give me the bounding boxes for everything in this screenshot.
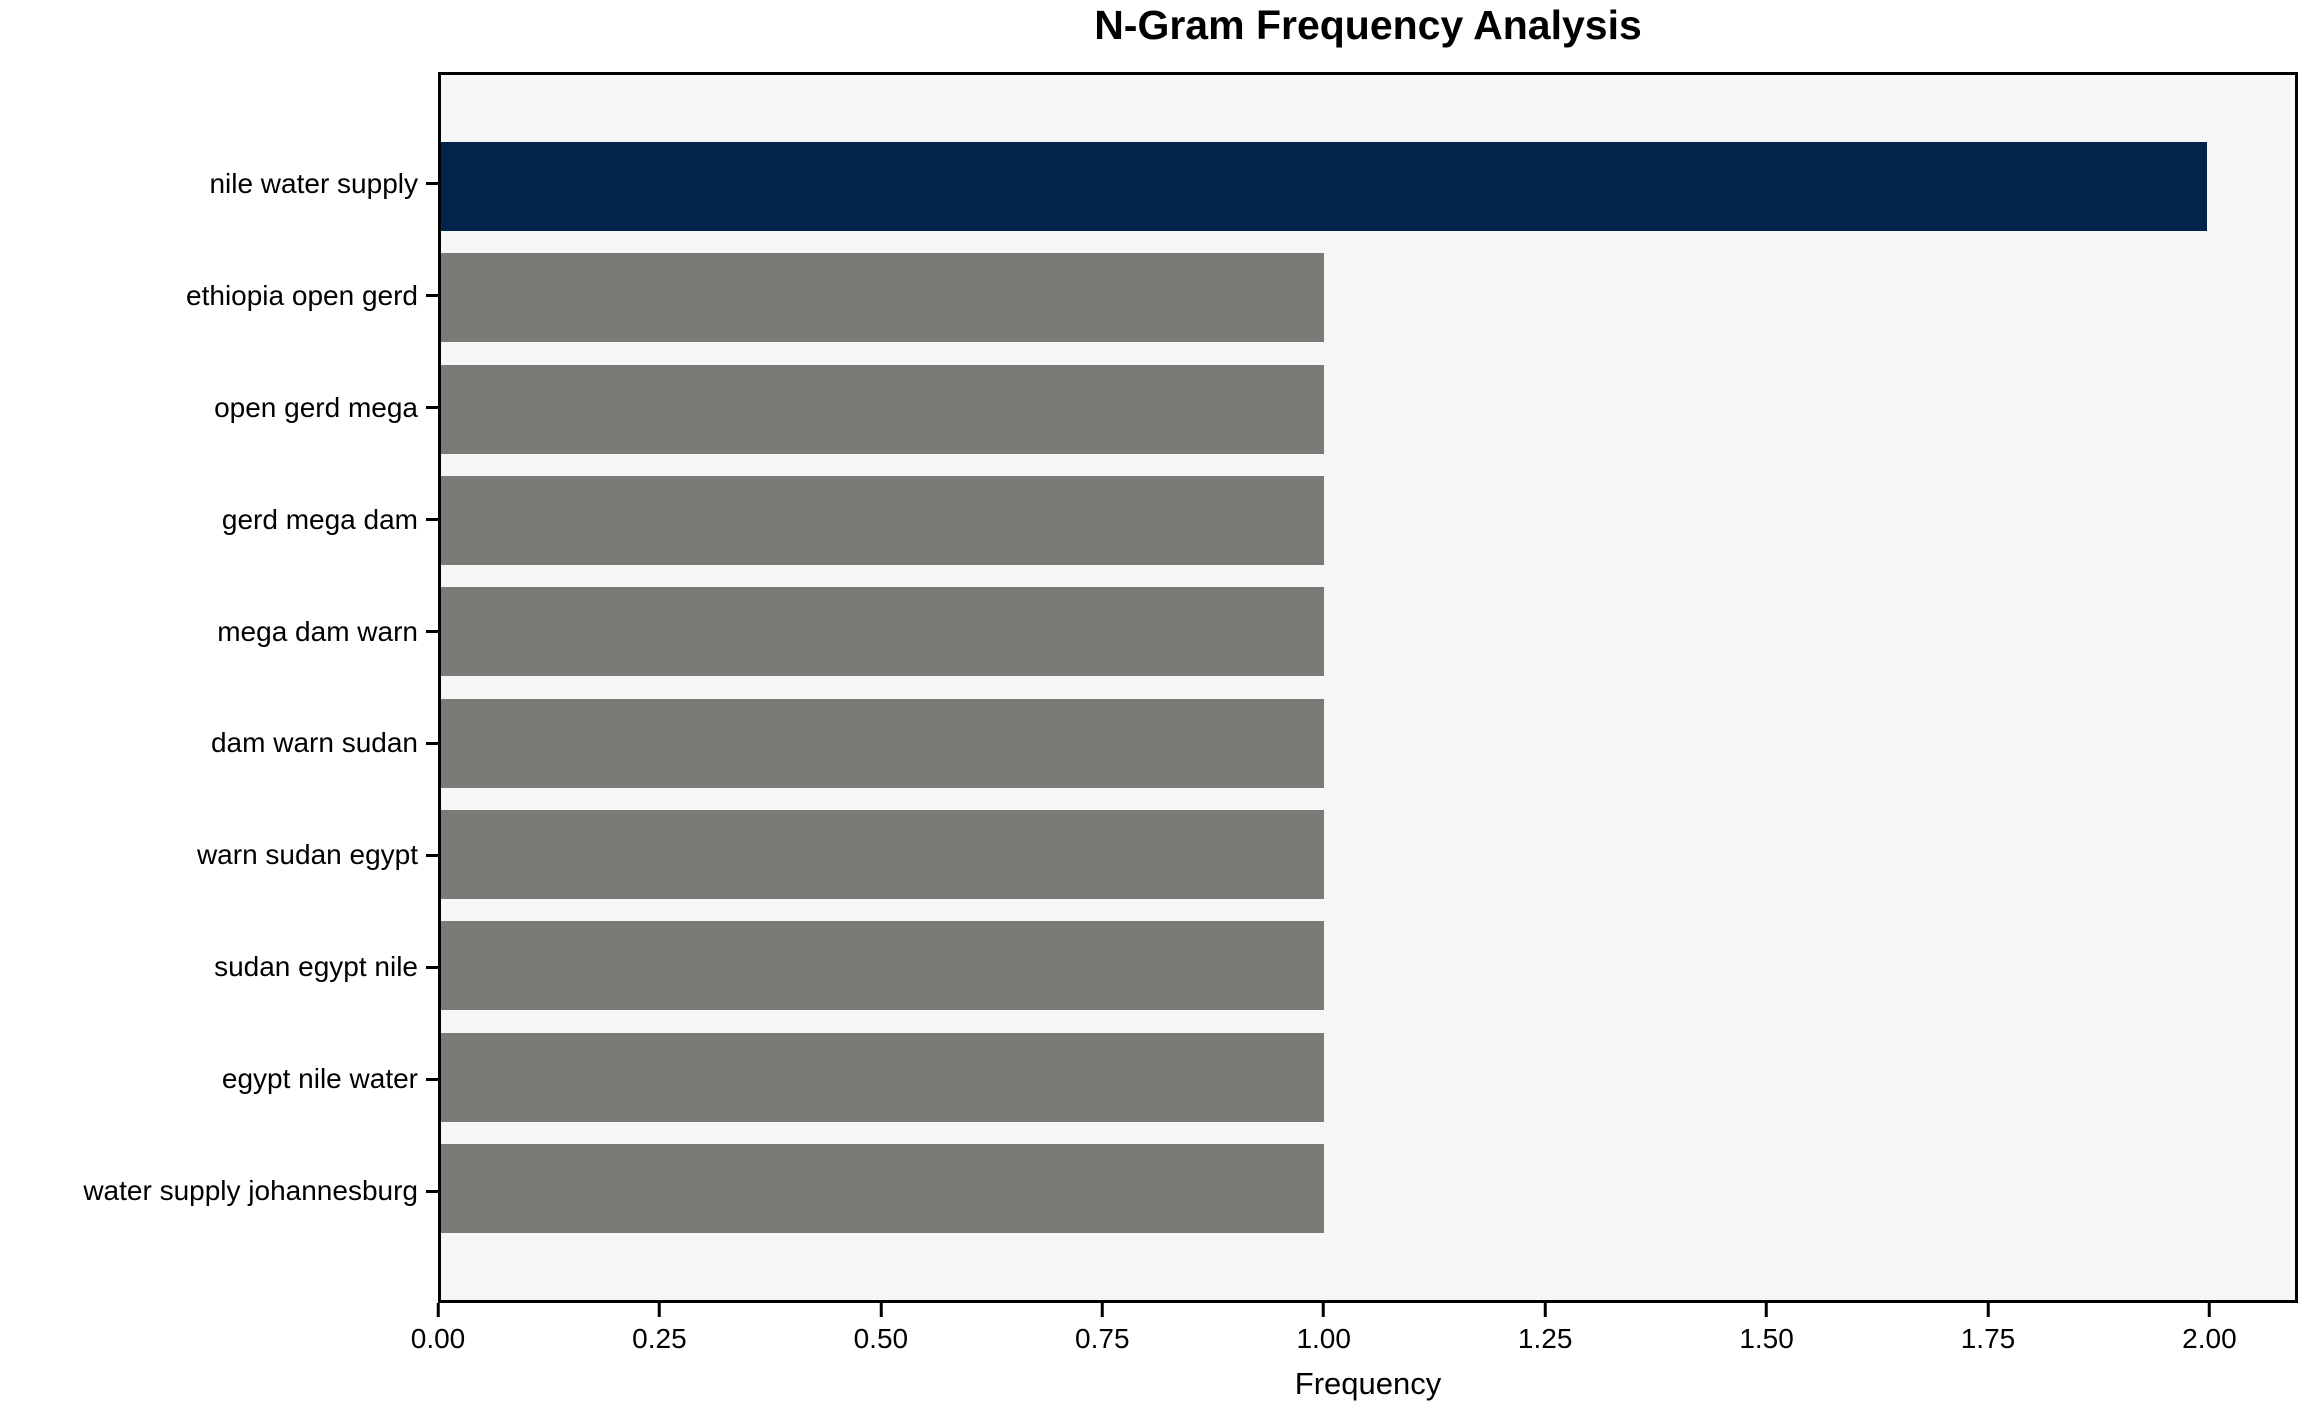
y-tick-label: open gerd mega [214, 391, 418, 423]
plot-area [438, 72, 2298, 1303]
y-tick-mark [426, 518, 438, 522]
y-tick-mark [426, 294, 438, 298]
y-tick: water supply johannesburg [0, 1135, 438, 1247]
x-axis-label: Frequency [1294, 1366, 1442, 1401]
y-tick-label: egypt nile water [221, 1063, 418, 1095]
x-tick-label: 2.00 [2182, 1323, 2237, 1354]
x-tick: 0.00 [410, 1303, 466, 1355]
bar [441, 921, 1324, 1011]
y-tick: warn sudan egypt [0, 799, 438, 911]
x-tick-mark [2207, 1303, 2211, 1317]
y-tick: ethiopia open gerd [0, 240, 438, 352]
x-tick-label: 0.50 [853, 1323, 909, 1354]
bar [441, 476, 1324, 566]
x-tick-label: 0.00 [410, 1323, 466, 1354]
bar [441, 698, 1324, 788]
x-tick-label: 1.75 [1960, 1323, 2016, 1354]
y-tick: open gerd mega [0, 352, 438, 464]
x-tick-mark [1100, 1303, 1104, 1317]
x-tick-mark [1322, 1303, 1326, 1317]
x-tick: 0.50 [853, 1303, 909, 1355]
x-tick: 1.50 [1739, 1303, 1794, 1355]
bar [441, 142, 2207, 232]
y-axis: nile water supply ethiopia open gerd open … [0, 72, 438, 1303]
bar [441, 364, 1324, 454]
y-tick: dam warn sudan [0, 688, 438, 800]
bar-row [441, 465, 2295, 576]
x-tick: 2.00 [2182, 1303, 2237, 1355]
bar-row [441, 687, 2295, 798]
y-tick-label: dam warn sudan [210, 727, 418, 759]
x-tick-mark [1765, 1303, 1769, 1317]
bar [441, 809, 1324, 899]
y-tick-mark [426, 741, 438, 745]
bar-row [441, 1133, 2295, 1244]
y-tick-label: ethiopia open gerd [186, 279, 418, 311]
y-tick-label: sudan egypt nile [214, 951, 418, 983]
x-tick: 1.25 [1517, 1303, 1573, 1355]
x-tick-label: 0.75 [1075, 1323, 1130, 1354]
x-tick-mark [1543, 1303, 1547, 1317]
y-tick-mark [426, 965, 438, 969]
x-tick: 1.00 [1296, 1303, 1351, 1355]
y-tick-mark [426, 1077, 438, 1081]
y-tick: sudan egypt nile [0, 911, 438, 1023]
bar-row [441, 910, 2295, 1021]
y-tick: gerd mega dam [0, 464, 438, 576]
x-tick-label: 0.25 [632, 1323, 687, 1354]
x-tick: 0.25 [632, 1303, 687, 1355]
chart-title: N-Gram Frequency Analysis [1094, 2, 1642, 48]
bar-row [441, 242, 2295, 353]
x-tick-label: 1.50 [1739, 1323, 1794, 1354]
x-tick: 1.75 [1960, 1303, 2016, 1355]
bar [441, 587, 1324, 677]
bar-row [441, 1021, 2295, 1132]
bar [441, 1143, 1324, 1233]
y-tick-mark [426, 1189, 438, 1193]
bar-row [441, 799, 2295, 910]
x-tick-mark [1986, 1303, 1990, 1317]
x-tick-label: 1.25 [1517, 1323, 1573, 1354]
y-tick: egypt nile water [0, 1023, 438, 1135]
x-tick-mark [436, 1303, 440, 1317]
y-tick-label: water supply johannesburg [83, 1175, 418, 1207]
bar-row [441, 576, 2295, 687]
x-tick-mark [879, 1303, 883, 1317]
x-tick-mark [657, 1303, 661, 1317]
y-tick-mark [426, 406, 438, 410]
y-tick-mark [426, 182, 438, 186]
y-tick: nile water supply [0, 128, 438, 240]
x-tick: 0.75 [1075, 1303, 1130, 1355]
bar-row [441, 131, 2295, 242]
x-tick-label: 1.00 [1296, 1323, 1351, 1354]
y-tick-label: warn sudan egypt [196, 839, 418, 871]
y-tick: mega dam warn [0, 576, 438, 688]
y-tick-mark [426, 853, 438, 857]
bar [441, 253, 1324, 343]
y-tick-label: nile water supply [209, 167, 418, 199]
bars-container [441, 75, 2295, 1300]
bar-row [441, 354, 2295, 465]
y-tick-mark [426, 630, 438, 634]
y-tick-label: gerd mega dam [221, 503, 418, 535]
y-tick-label: mega dam warn [217, 615, 418, 647]
bar [441, 1032, 1324, 1122]
x-axis: 0.00 0.25 0.50 0.75 1.00 1.25 1.50 1.75 2.00 [411, 1303, 2298, 1373]
